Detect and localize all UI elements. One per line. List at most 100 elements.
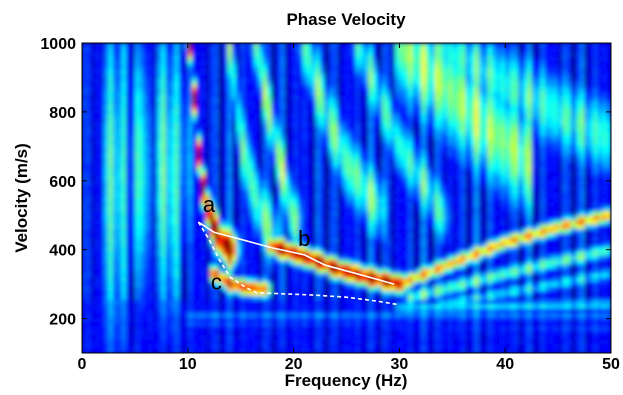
heatmap-cell bbox=[236, 100, 242, 106]
heatmap-cell bbox=[368, 43, 374, 49]
heatmap-cell bbox=[306, 304, 312, 310]
heatmap-cell bbox=[359, 184, 365, 190]
heatmap-cell bbox=[99, 158, 105, 164]
heatmap-cell bbox=[104, 100, 110, 106]
heatmap-cell bbox=[99, 140, 105, 146]
heatmap-cell bbox=[390, 202, 396, 208]
heatmap-cell bbox=[112, 317, 118, 323]
heatmap-cell bbox=[218, 91, 224, 97]
heatmap-cell bbox=[205, 260, 211, 266]
heatmap-cell bbox=[359, 348, 365, 353]
heatmap-cell bbox=[227, 189, 233, 195]
heatmap-cell bbox=[156, 277, 162, 283]
heatmap-cell bbox=[143, 193, 149, 199]
heatmap-cell bbox=[112, 51, 118, 57]
heatmap-cell bbox=[253, 326, 259, 332]
heatmap-cell bbox=[249, 317, 255, 323]
heatmap-cell bbox=[333, 260, 339, 266]
heatmap-cell bbox=[117, 140, 123, 146]
heatmap-cell bbox=[240, 47, 246, 53]
heatmap-cell bbox=[117, 82, 123, 88]
heatmap-cell bbox=[134, 229, 140, 235]
heatmap-cell bbox=[275, 299, 281, 305]
heatmap-cell bbox=[284, 87, 290, 93]
heatmap-cell bbox=[196, 158, 202, 164]
heatmap-cell bbox=[245, 264, 251, 270]
heatmap-cell bbox=[315, 78, 321, 84]
heatmap-cell bbox=[170, 180, 176, 186]
heatmap-cell bbox=[201, 87, 207, 93]
heatmap-cell bbox=[209, 175, 215, 181]
heatmap-cell bbox=[223, 229, 229, 235]
heatmap-cell bbox=[121, 43, 127, 49]
heatmap-cell bbox=[209, 348, 215, 353]
heatmap-cell bbox=[86, 344, 92, 350]
heatmap-cell bbox=[86, 118, 92, 124]
heatmap-cell bbox=[386, 78, 392, 84]
heatmap-cell bbox=[108, 229, 114, 235]
heatmap-cell bbox=[134, 339, 140, 345]
heatmap-cell bbox=[284, 113, 290, 119]
heatmap-cell bbox=[372, 122, 378, 128]
heatmap-cell bbox=[205, 189, 211, 195]
heatmap-cell bbox=[170, 255, 176, 261]
heatmap-cell bbox=[126, 118, 132, 124]
heatmap-cell bbox=[99, 339, 105, 345]
heatmap-cell bbox=[121, 344, 127, 350]
heatmap-cell bbox=[170, 273, 176, 279]
heatmap-cell bbox=[284, 273, 290, 279]
heatmap-cell bbox=[342, 136, 348, 142]
heatmap-cell bbox=[364, 153, 370, 159]
heatmap-cell bbox=[108, 260, 114, 266]
heatmap-cell bbox=[95, 91, 101, 97]
heatmap-cell bbox=[293, 91, 299, 97]
heatmap-cell bbox=[346, 299, 352, 305]
heatmap-cell bbox=[346, 171, 352, 177]
heatmap-cell bbox=[82, 74, 88, 80]
heatmap-cell bbox=[306, 291, 312, 297]
heatmap-cell bbox=[377, 118, 383, 124]
heatmap-cell bbox=[350, 91, 356, 97]
heatmap-cell bbox=[368, 335, 374, 341]
heatmap-cell bbox=[298, 113, 304, 119]
heatmap-cell bbox=[99, 51, 105, 57]
heatmap-cell bbox=[148, 215, 154, 221]
heatmap-cell bbox=[205, 109, 211, 115]
heatmap-cell bbox=[350, 304, 356, 310]
heatmap-cell bbox=[126, 330, 132, 336]
heatmap-cell bbox=[320, 251, 326, 257]
heatmap-cell bbox=[231, 69, 237, 75]
heatmap-cell bbox=[178, 65, 184, 71]
heatmap-cell bbox=[386, 87, 392, 93]
heatmap-cell bbox=[108, 136, 114, 142]
heatmap-cell bbox=[249, 339, 255, 345]
heatmap-cell bbox=[156, 193, 162, 199]
heatmap-cell bbox=[350, 162, 356, 168]
heatmap-cell bbox=[174, 233, 180, 239]
heatmap-cell bbox=[209, 206, 215, 212]
heatmap-cell bbox=[187, 291, 193, 297]
heatmap-cell bbox=[174, 326, 180, 332]
heatmap-cell bbox=[368, 339, 374, 345]
heatmap-cell bbox=[315, 237, 321, 243]
heatmap-cell bbox=[95, 273, 101, 279]
heatmap-cell bbox=[386, 91, 392, 97]
heatmap-cell bbox=[152, 206, 158, 212]
heatmap-cell bbox=[267, 344, 273, 350]
heatmap-cell bbox=[117, 215, 123, 221]
heatmap-cell bbox=[298, 229, 304, 235]
heatmap-cell bbox=[284, 184, 290, 190]
heatmap-cell bbox=[231, 189, 237, 195]
heatmap-cell bbox=[148, 51, 154, 57]
heatmap-cell bbox=[240, 330, 246, 336]
heatmap-cell bbox=[386, 171, 392, 177]
heatmap-cell bbox=[143, 260, 149, 266]
heatmap-cell bbox=[134, 308, 140, 314]
heatmap-cell bbox=[386, 348, 392, 353]
heatmap-cell bbox=[381, 74, 387, 80]
heatmap-cell bbox=[298, 56, 304, 62]
heatmap-cell bbox=[262, 211, 268, 217]
heatmap-cell bbox=[104, 246, 110, 252]
heatmap-cell bbox=[161, 246, 167, 252]
heatmap-cell bbox=[130, 122, 136, 128]
